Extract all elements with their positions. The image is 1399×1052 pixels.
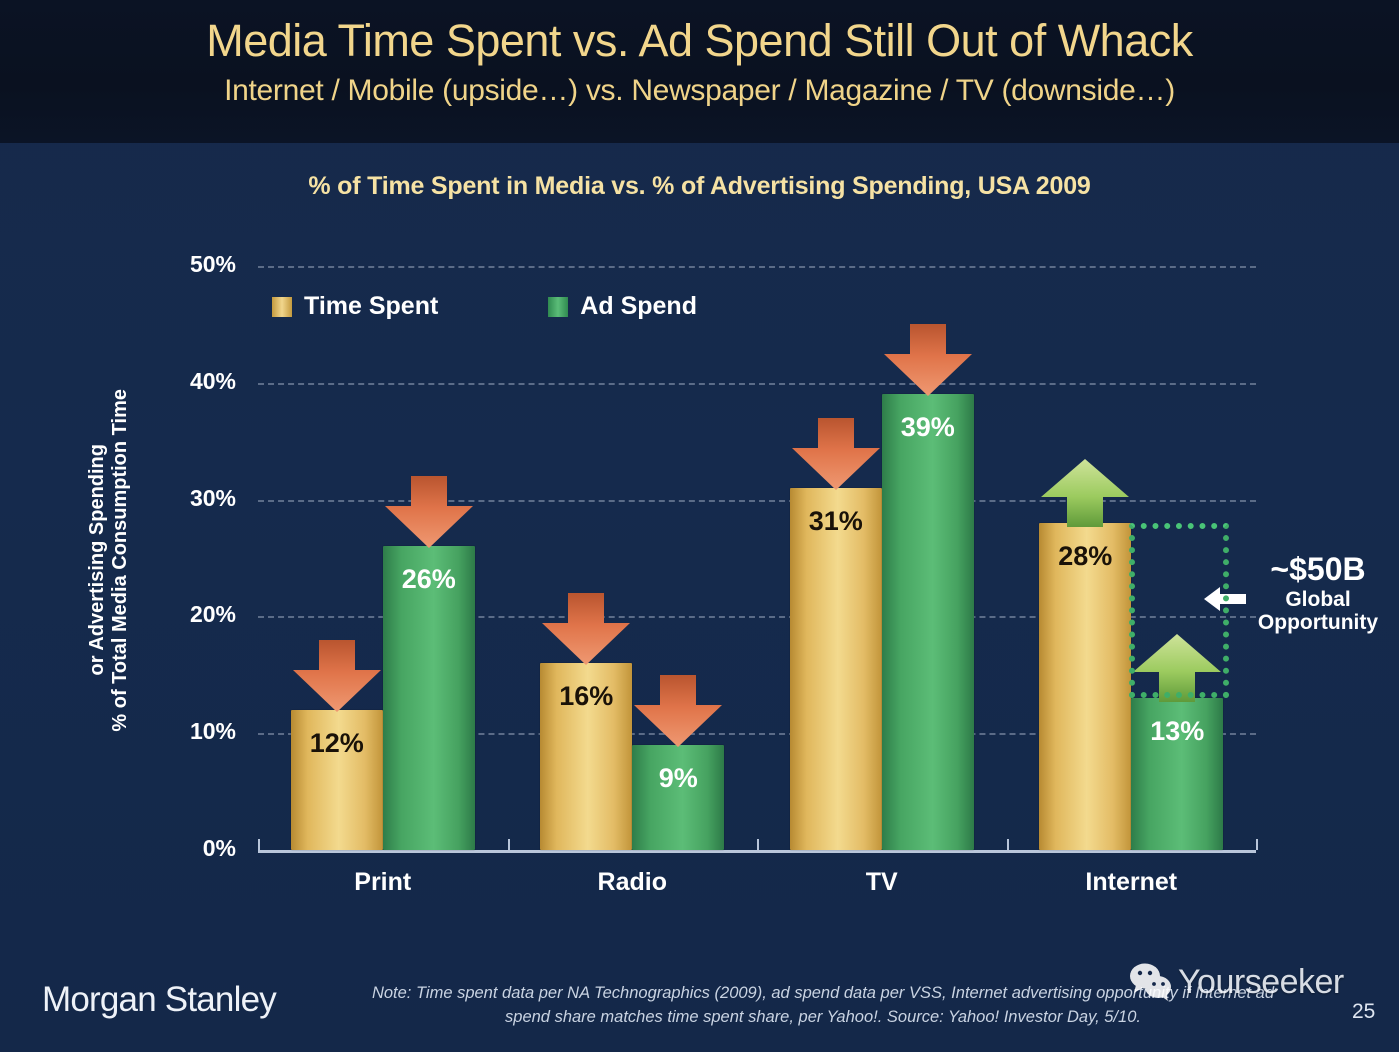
y-tick-label: 20%: [189, 601, 236, 628]
bar-internet-time-spent: [1039, 522, 1132, 850]
legend-item-ad-spend: Ad Spend: [548, 292, 697, 321]
y-tick-label: 50%: [189, 251, 236, 277]
gridline: [258, 382, 1256, 385]
callout-line1: Global: [1285, 587, 1351, 611]
legend-label: Ad Spend: [580, 292, 697, 320]
watermark: Yourseeker: [1128, 962, 1344, 1002]
y-tick-label: 10%: [189, 718, 236, 745]
gridline: [258, 266, 1256, 268]
bar-value-label: 28%: [1058, 540, 1113, 571]
page-number: 25: [1352, 1000, 1376, 1023]
bar-value-label: 31%: [808, 505, 863, 536]
chart-legend: Time Spent Ad Spend: [272, 292, 697, 321]
x-axis-label-print: Print: [354, 868, 412, 896]
y-axis-title-line2: or Advertising Spending: [86, 444, 108, 676]
x-axis-tick: [757, 839, 759, 850]
morgan-stanley-logo: Morgan Stanley: [42, 980, 277, 1019]
callout-line2: Opportunity: [1257, 611, 1379, 635]
y-tick-label: 0%: [202, 835, 236, 861]
slide-header-band: Media Time Spent vs. Ad Spend Still Out …: [0, 0, 1399, 143]
x-axis-label-radio: Radio: [597, 868, 667, 896]
down-arrow-icon: [384, 476, 473, 549]
y-axis-title-line1: % of Total Media Consumption Time: [109, 388, 131, 732]
bar-tv-time-spent: [789, 487, 882, 850]
bar-internet-ad-spend: [1131, 698, 1224, 850]
x-axis-line: [258, 850, 1256, 853]
up-arrow-icon: [1041, 458, 1130, 527]
gridline: [258, 616, 1256, 619]
bar-print-ad-spend: [382, 546, 475, 850]
chart-heading: % of Time Spent in Media vs. % of Advert…: [308, 172, 1091, 200]
bar-radio-time-spent: [540, 663, 633, 850]
bar-value-label: 39%: [900, 412, 955, 443]
gridline: [258, 499, 1256, 502]
wechat-icon: [1130, 963, 1171, 1001]
bar-value-label: 12%: [309, 727, 364, 758]
up-arrow-icon: [1133, 634, 1222, 703]
bar-print-time-spent: [290, 709, 383, 850]
gridline: [258, 733, 1256, 736]
x-axis-tick: [258, 839, 260, 850]
footnote-line1: Note: Time spent data per NA Technograph…: [371, 984, 1275, 1002]
down-arrow-icon: [883, 324, 972, 397]
down-arrow-icon: [791, 417, 880, 490]
legend-item-time-spent: Time Spent: [272, 292, 438, 321]
slide-title: Media Time Spent vs. Ad Spend Still Out …: [206, 15, 1193, 66]
down-arrow-icon: [292, 639, 381, 712]
opportunity-callout: ~$50B Global Opportunity: [1238, 551, 1398, 635]
footnote: Note: Time spent data per NA Technograph…: [318, 982, 1328, 1030]
y-tick-label: 30%: [189, 484, 236, 511]
bar-value-label: 26%: [401, 564, 456, 595]
x-axis-tick: [1006, 839, 1009, 850]
slide-subtitle: Internet / Mobile (upside…) vs. Newspape…: [224, 74, 1175, 107]
bar-value-label: 9%: [658, 762, 698, 793]
bar-tv-ad-spend: [881, 394, 974, 850]
opportunity-box: [1129, 522, 1230, 699]
legend-swatch-icon: [548, 296, 569, 317]
x-axis-tick: [507, 839, 510, 850]
plot-area: [258, 266, 1256, 850]
y-axis-title: % of Total Media Consumption Time or Adv…: [78, 330, 140, 790]
watermark-text: Yourseeker: [1178, 962, 1344, 1001]
x-axis-label-tv: TV: [865, 868, 898, 896]
bar-value-label: 13%: [1150, 716, 1205, 747]
x-axis-tick: [1256, 839, 1258, 850]
down-arrow-icon: [542, 593, 631, 666]
bar-value-label: 16%: [559, 681, 614, 712]
legend-swatch-icon: [272, 296, 292, 317]
legend-label: Time Spent: [304, 292, 439, 320]
y-tick-label: 40%: [189, 367, 236, 394]
down-arrow-icon: [634, 674, 723, 747]
callout-amount: ~$50B: [1270, 551, 1366, 587]
x-axis-label-internet: Internet: [1085, 868, 1178, 896]
bar-radio-ad-spend: [632, 744, 725, 850]
footnote-line2: spend share matches time spent share, pe…: [505, 1007, 1141, 1026]
